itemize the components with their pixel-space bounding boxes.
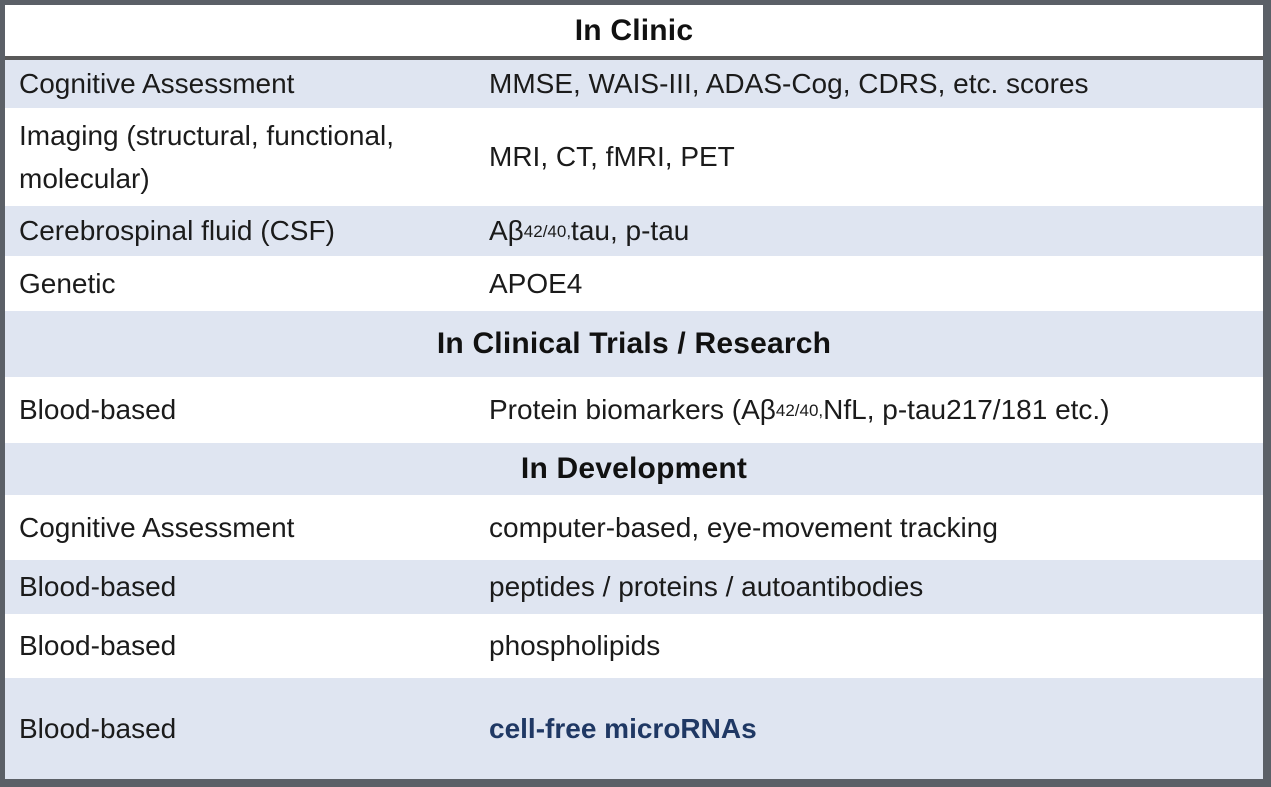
row-category: Genetic bbox=[19, 267, 116, 299]
row-category: Cerebrospinal fluid (CSF) bbox=[19, 215, 335, 247]
value-text: Protein biomarkers (Aβ bbox=[489, 394, 776, 426]
section-title: In Clinical Trials / Research bbox=[436, 327, 832, 360]
table-row: Cerebrospinal fluid (CSF) Aβ 42/40, tau, … bbox=[5, 204, 1263, 256]
row-category: Cognitive Assessment bbox=[19, 68, 295, 100]
row-category: Imaging (structural, functional, molecul… bbox=[19, 119, 395, 194]
row-value: APOE4 bbox=[489, 267, 583, 299]
row-value: peptides / proteins / autoantibodies bbox=[489, 571, 924, 603]
table-row: Imaging (structural, functional, molecul… bbox=[5, 108, 1263, 204]
row-value: MMSE, WAIS-III, ADAS-Cog, CDRS, etc. sco… bbox=[489, 68, 1089, 100]
value-subscript: 42/40, bbox=[775, 400, 824, 420]
value-text: Aβ bbox=[489, 215, 524, 247]
table-row-highlighted: Blood-based cell-free microRNAs bbox=[5, 676, 1263, 779]
table-row: Genetic APOE4 bbox=[5, 256, 1263, 309]
row-value: MRI, CT, fMRI, PET bbox=[489, 141, 735, 173]
section-header-in-clinic: In Clinic bbox=[5, 5, 1263, 60]
section-header-clinical-trials: In Clinical Trials / Research bbox=[5, 309, 1263, 377]
row-category: Blood-based bbox=[19, 394, 177, 426]
value-text: tau, p-tau bbox=[571, 215, 690, 247]
table-row: Blood-based peptides / proteins / autoan… bbox=[5, 558, 1263, 614]
row-category: Cognitive Assessment bbox=[19, 511, 295, 543]
row-category: Blood-based bbox=[19, 712, 177, 744]
row-value: Protein biomarkers (Aβ 42/40, NfL, p-tau2… bbox=[477, 379, 1263, 441]
section-title: In Development bbox=[520, 452, 748, 485]
row-value: computer-based, eye-movement tracking bbox=[489, 511, 998, 543]
table-row: Cognitive Assessment computer-based, eye… bbox=[5, 495, 1263, 558]
row-value-highlighted: cell-free microRNAs bbox=[489, 712, 757, 744]
section-header-in-development: In Development bbox=[5, 441, 1263, 495]
value-subscript: 42/40, bbox=[523, 221, 572, 241]
table-row: Blood-based Protein biomarkers (Aβ 42/40,… bbox=[5, 377, 1263, 441]
row-value: Aβ 42/40, tau, p-tau bbox=[477, 206, 1263, 256]
value-text: NfL, p-tau217/181 etc.) bbox=[823, 394, 1110, 426]
table-row: Blood-based phospholipids bbox=[5, 614, 1263, 676]
row-category: Blood-based bbox=[19, 630, 177, 662]
section-title: In Clinic bbox=[574, 13, 694, 47]
row-value: phospholipids bbox=[489, 630, 661, 662]
table-row: Cognitive Assessment MMSE, WAIS-III, ADA… bbox=[5, 60, 1263, 108]
row-category: Blood-based bbox=[19, 571, 177, 603]
